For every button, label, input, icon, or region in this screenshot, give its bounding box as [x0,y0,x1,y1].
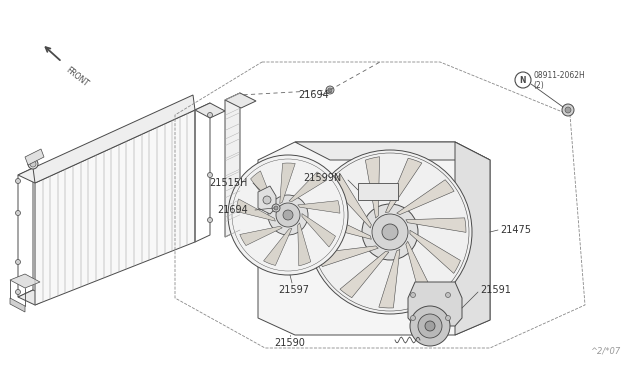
Text: FRONT: FRONT [64,65,90,88]
Polygon shape [340,251,389,298]
Polygon shape [302,214,335,247]
Text: 21694: 21694 [299,90,330,100]
Polygon shape [406,241,434,301]
Circle shape [15,179,20,183]
Polygon shape [236,199,275,221]
Circle shape [207,218,212,222]
Text: 08911-2062H: 08911-2062H [533,71,585,80]
Text: N: N [520,76,526,84]
Polygon shape [330,174,371,228]
Circle shape [425,321,435,331]
Polygon shape [225,93,240,237]
Polygon shape [317,246,378,267]
Circle shape [268,195,308,235]
Circle shape [562,104,574,116]
Polygon shape [35,110,195,305]
Text: 21475: 21475 [500,225,531,235]
Text: 21515H: 21515H [210,178,248,188]
Polygon shape [251,171,275,212]
Circle shape [308,150,472,314]
Text: 21591: 21591 [480,285,511,295]
Polygon shape [225,93,256,108]
Circle shape [15,260,20,264]
Polygon shape [10,274,40,288]
Polygon shape [295,142,490,160]
Circle shape [565,107,571,113]
Circle shape [410,315,415,321]
Circle shape [382,224,398,240]
Polygon shape [258,186,276,214]
Circle shape [410,292,415,298]
Polygon shape [314,210,371,239]
Polygon shape [33,95,195,183]
Circle shape [362,204,418,260]
Polygon shape [358,183,398,200]
Polygon shape [410,230,460,273]
Circle shape [28,159,38,169]
Polygon shape [264,228,292,266]
Polygon shape [25,149,44,165]
Text: 21599N: 21599N [304,173,342,183]
Circle shape [274,206,278,210]
Text: 21597: 21597 [278,285,310,295]
Circle shape [445,292,451,298]
Polygon shape [18,290,50,305]
Polygon shape [280,163,295,204]
Circle shape [445,315,451,321]
Circle shape [410,306,450,346]
Circle shape [283,210,293,220]
Circle shape [276,203,300,227]
Circle shape [207,112,212,118]
Circle shape [328,88,332,92]
Circle shape [372,214,408,250]
Polygon shape [455,142,490,335]
Circle shape [30,161,36,167]
Polygon shape [408,282,462,326]
Circle shape [207,173,212,177]
Polygon shape [298,223,311,266]
Polygon shape [298,201,340,213]
Polygon shape [385,158,422,212]
Polygon shape [379,249,400,308]
Circle shape [15,211,20,215]
Polygon shape [365,157,380,218]
Polygon shape [397,180,454,215]
Circle shape [326,86,334,94]
Polygon shape [289,172,326,202]
Polygon shape [195,103,225,118]
Circle shape [418,314,442,338]
Circle shape [228,155,348,275]
Polygon shape [406,218,466,232]
Polygon shape [10,298,25,312]
Text: (2): (2) [533,80,544,90]
Circle shape [15,289,20,295]
Circle shape [263,196,271,204]
Polygon shape [240,226,282,246]
Text: 21694: 21694 [217,205,248,215]
Text: ^2/*07: ^2/*07 [589,346,620,355]
Circle shape [272,204,280,212]
Text: 21590: 21590 [275,338,305,348]
Polygon shape [18,168,50,183]
Polygon shape [258,142,490,335]
